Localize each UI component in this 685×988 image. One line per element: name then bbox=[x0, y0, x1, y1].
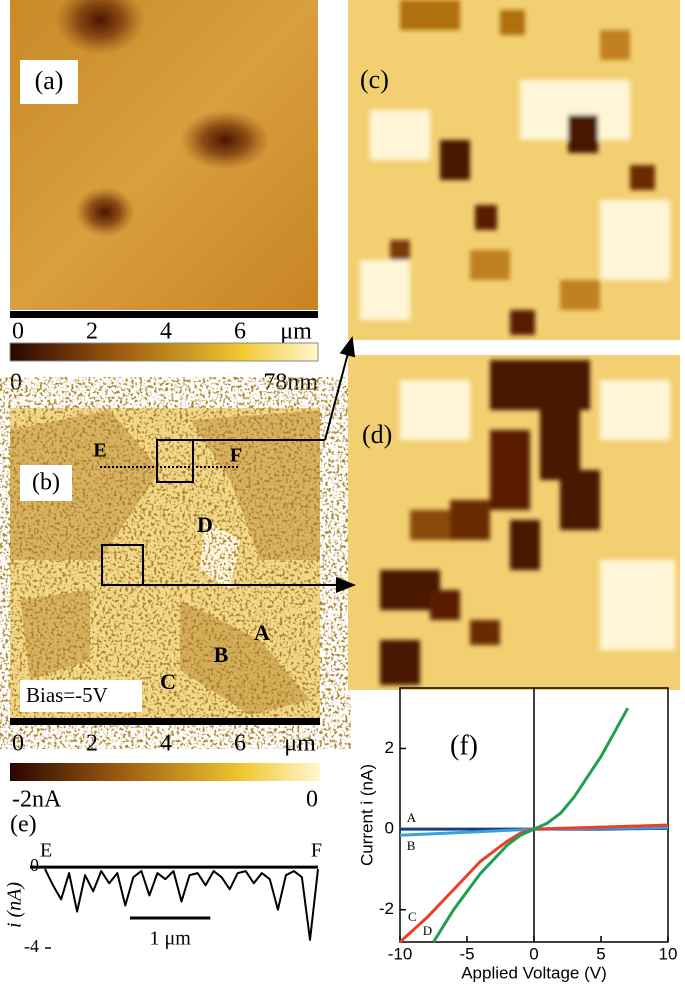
panel-label: (d) bbox=[362, 420, 392, 449]
axis-ticks: 0 2 4 6 bbox=[12, 319, 246, 345]
series-line bbox=[44, 868, 319, 941]
axis-ticks: 0 2 4 6 bbox=[12, 731, 246, 757]
panel-label: (c) bbox=[360, 65, 389, 94]
image-feature bbox=[75, 187, 135, 237]
axis-tick-label: 6 bbox=[234, 319, 246, 345]
zoom-texture bbox=[380, 360, 675, 685]
y-axis-label: i (nA) bbox=[4, 882, 26, 928]
scale-bar-label: 1 μm bbox=[150, 928, 192, 950]
axis-tick-label: 6 bbox=[234, 731, 246, 757]
arrow bbox=[324, 336, 356, 441]
colorbar-max: 78nm bbox=[263, 370, 318, 396]
x-tick-label: 5 bbox=[596, 944, 605, 963]
label-box bbox=[20, 60, 78, 104]
x-tick-label: 10 bbox=[659, 944, 678, 963]
y-tick-label: 0 bbox=[30, 855, 39, 875]
panel-label: (f) bbox=[450, 730, 478, 761]
point-label: D bbox=[197, 512, 213, 537]
axis-tick-label: 4 bbox=[160, 319, 172, 345]
axis-tick-label: 4 bbox=[160, 731, 172, 757]
y-tick-label: 0 bbox=[385, 819, 394, 838]
axis-unit: μm bbox=[284, 731, 316, 757]
panel-label: (a) bbox=[35, 66, 64, 95]
image-feature bbox=[180, 110, 270, 170]
panel-c: (c) bbox=[348, 0, 680, 340]
axis-tick-label: 0 bbox=[12, 731, 24, 757]
colorbar-min: 0 bbox=[10, 370, 22, 396]
image-feature bbox=[55, 0, 145, 55]
axis-tick-label: 0 bbox=[12, 319, 24, 345]
series-label: C bbox=[408, 909, 417, 924]
point-label: A bbox=[254, 620, 270, 645]
y-tick-label: -2 bbox=[379, 899, 394, 918]
series-line bbox=[398, 823, 669, 944]
axis-unit: μm bbox=[280, 319, 312, 345]
axis-tick-label: 2 bbox=[86, 319, 98, 345]
line-end: F bbox=[230, 445, 242, 467]
line-end: E bbox=[93, 440, 106, 462]
axis-bar bbox=[10, 311, 318, 318]
speckle bbox=[10, 408, 320, 718]
panel-a: (a) 0 2 4 6 μm 0 78nm bbox=[9, 0, 319, 396]
y-axis-label: Current i (nA) bbox=[357, 764, 376, 866]
colorbar-max: 0 bbox=[306, 787, 318, 813]
series-label: A bbox=[407, 810, 417, 825]
series-line bbox=[432, 707, 630, 943]
topography-image bbox=[10, 0, 318, 310]
bias-label: Bias=-5V bbox=[26, 683, 108, 707]
x-tick-label: -10 bbox=[388, 944, 413, 963]
axis-tick-label: 2 bbox=[86, 731, 98, 757]
y-tick-label: -4 bbox=[24, 936, 39, 956]
zoom-texture bbox=[360, 0, 670, 335]
panel-d: (d) bbox=[348, 355, 680, 690]
panel-label: (e) bbox=[10, 812, 37, 838]
panel-b: E F (b) D A B C Bias=-5V 0 2 4 6 μm -2nA 0 bbox=[10, 408, 320, 813]
series-label: D bbox=[423, 923, 432, 938]
colorbar-min: -2nA bbox=[12, 787, 62, 813]
x-tick-label: -5 bbox=[459, 944, 474, 963]
axis-bar bbox=[10, 718, 320, 725]
colorbar bbox=[10, 763, 320, 781]
panel-label: (b) bbox=[32, 470, 60, 496]
label-box bbox=[20, 465, 72, 501]
y-tick-label: 2 bbox=[385, 738, 394, 757]
x-axis-label: Applied Voltage (V) bbox=[461, 963, 607, 982]
colorbar bbox=[9, 342, 319, 362]
profile-end: F bbox=[311, 840, 322, 862]
x-tick-label: 0 bbox=[529, 944, 538, 963]
point-label: C bbox=[160, 669, 176, 694]
point-label: B bbox=[214, 642, 229, 667]
profile-end: E bbox=[40, 840, 52, 862]
label-box bbox=[20, 680, 142, 712]
series-label: B bbox=[407, 838, 416, 853]
zoom-box bbox=[156, 439, 194, 483]
